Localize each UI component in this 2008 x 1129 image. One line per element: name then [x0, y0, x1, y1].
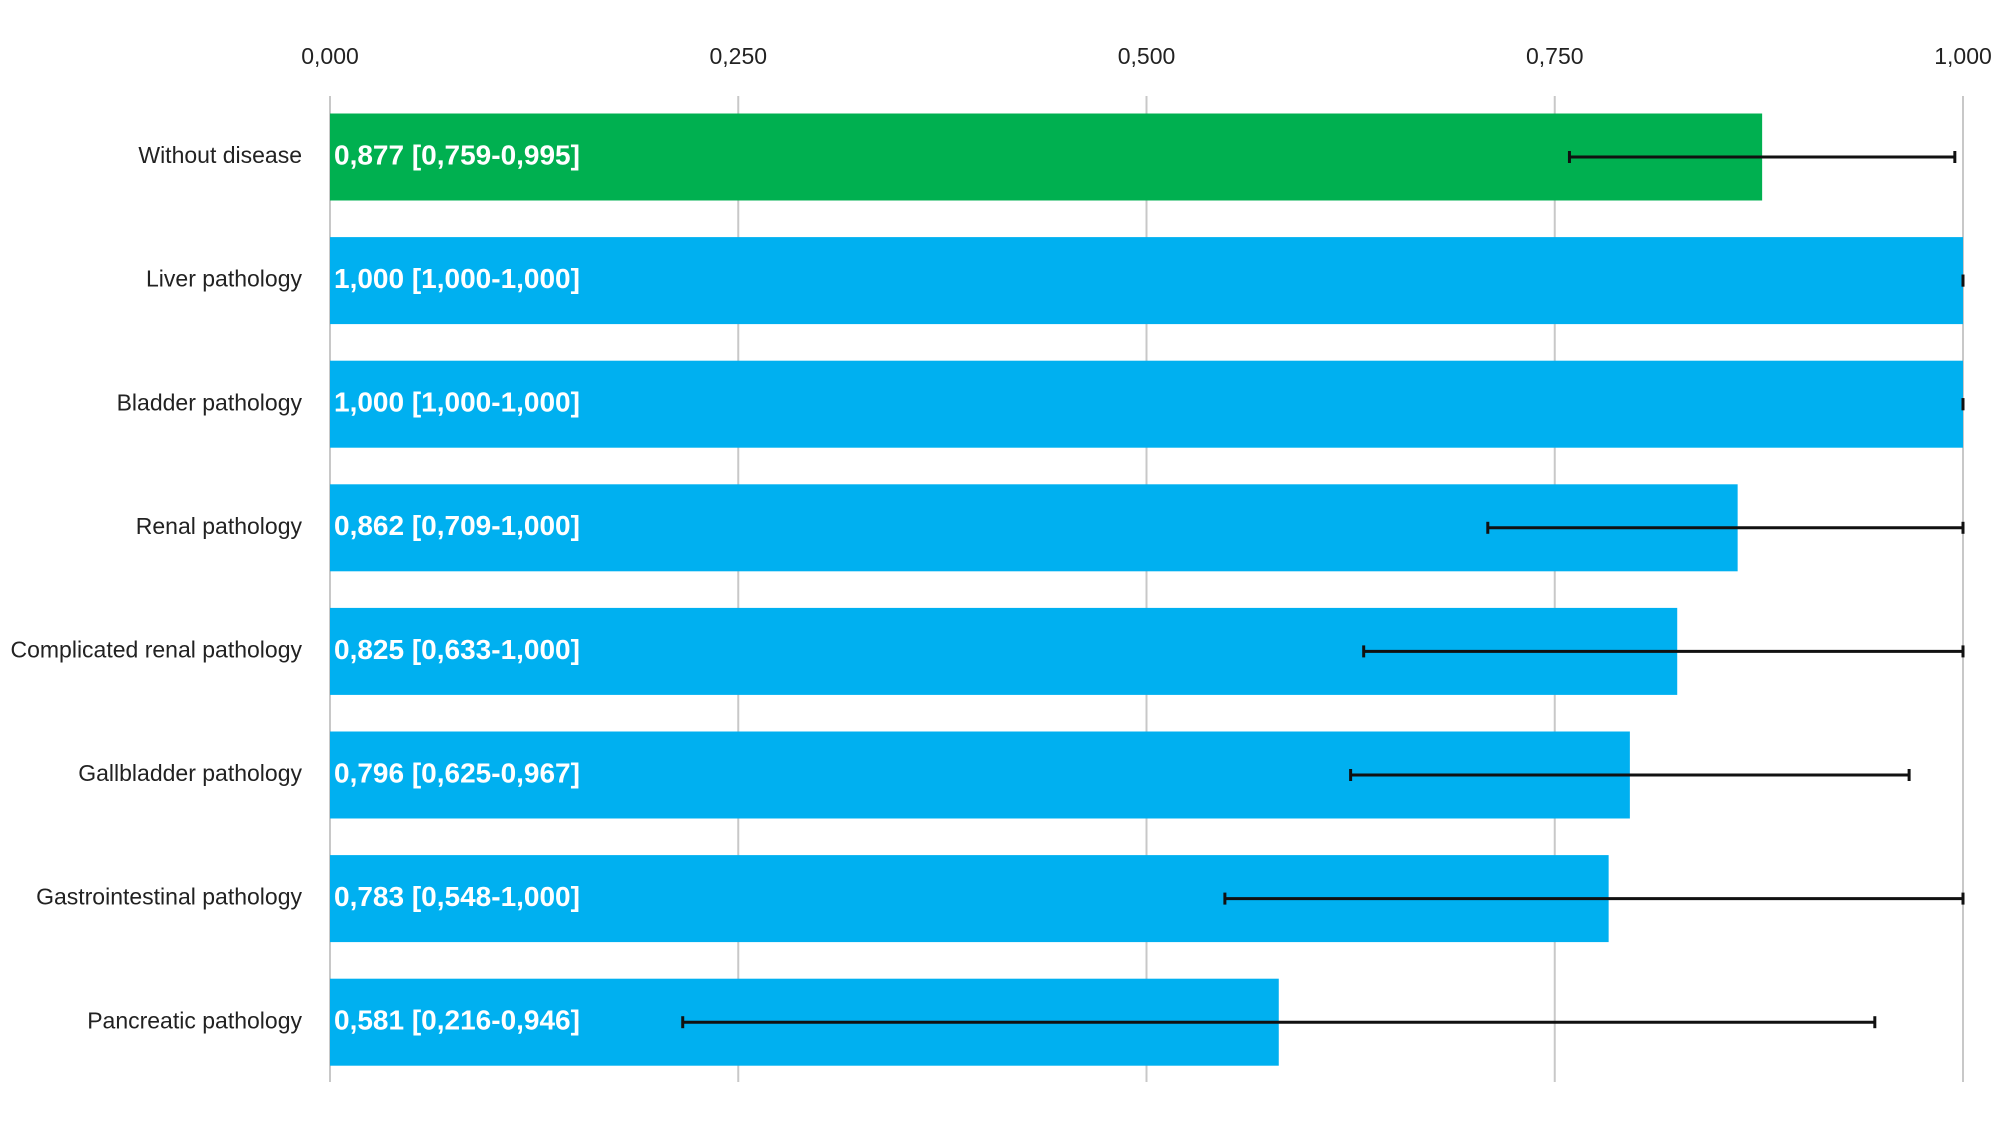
value-label: 0,825 [0,633-1,000]	[334, 634, 580, 665]
category-label: Gallbladder pathology	[78, 760, 302, 786]
x-tick-label: 0,250	[709, 43, 767, 69]
value-label: 0,877 [0,759-0,995]	[334, 139, 580, 170]
category-label: Complicated renal pathology	[10, 636, 302, 662]
category-label: Without disease	[138, 142, 302, 168]
x-tick-label: 0,500	[1118, 43, 1176, 69]
value-label: 1,000 [1,000-1,000]	[334, 263, 580, 294]
category-label: Pancreatic pathology	[87, 1007, 302, 1033]
x-tick-label: 1,000	[1934, 43, 1992, 69]
category-label: Bladder pathology	[117, 389, 303, 415]
category-label: Liver pathology	[146, 266, 302, 292]
bar	[330, 237, 1963, 325]
value-label: 0,862 [0,709-1,000]	[334, 510, 580, 541]
value-label: 1,000 [1,000-1,000]	[334, 387, 580, 418]
category-label: Gastrointestinal pathology	[36, 884, 302, 910]
bar	[330, 113, 1763, 201]
x-tick-label: 0,750	[1526, 43, 1584, 69]
value-label: 0,581 [0,216-0,946]	[334, 1005, 580, 1036]
x-tick-label: 0,000	[301, 43, 359, 69]
category-label: Renal pathology	[136, 513, 303, 539]
value-label: 0,796 [0,625-0,967]	[334, 757, 580, 788]
bar	[330, 360, 1963, 448]
value-label: 0,783 [0,548-1,000]	[334, 881, 580, 912]
